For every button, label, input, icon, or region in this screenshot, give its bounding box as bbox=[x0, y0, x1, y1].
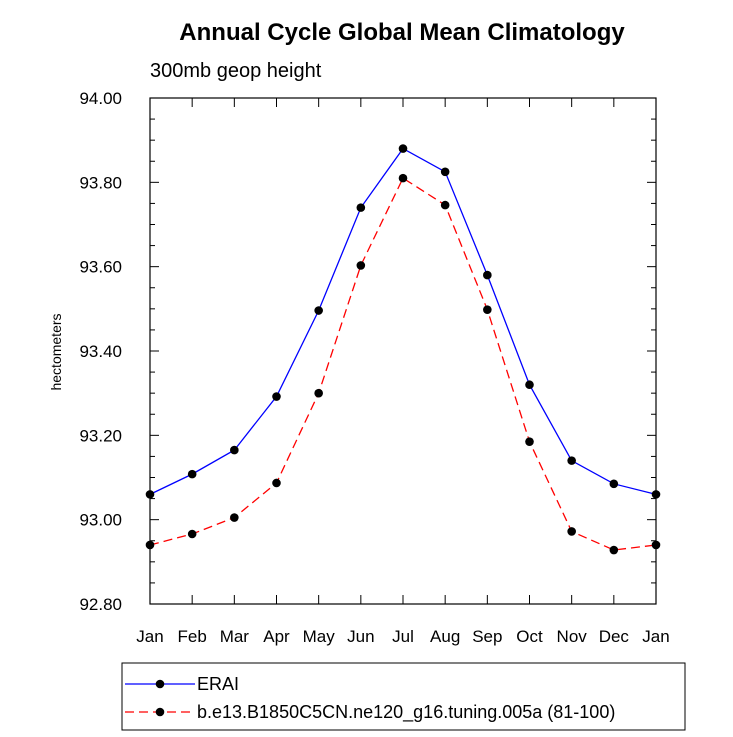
y-tick-label: 93.80 bbox=[79, 173, 122, 192]
y-tick-label: 93.00 bbox=[79, 511, 122, 530]
data-point bbox=[314, 306, 323, 315]
data-point bbox=[483, 270, 492, 280]
legend-label: b.e13.B1850C5CN.ne120_g16.tuning.005a (8… bbox=[197, 702, 615, 723]
x-tick-label: Jul bbox=[392, 627, 414, 646]
data-point bbox=[356, 261, 366, 270]
data-point bbox=[272, 478, 281, 488]
x-tick-label: Sep bbox=[472, 627, 502, 646]
data-point bbox=[609, 479, 619, 489]
axes: 92.80 93.00 93.20 93.40 93.60 93.80 94.00 Jan Fe… bbox=[79, 89, 669, 646]
data-point bbox=[398, 144, 408, 153]
data-point bbox=[525, 437, 534, 446]
data-point bbox=[567, 527, 576, 536]
chart-subtitle: 300mb geop height bbox=[150, 60, 322, 82]
data-point bbox=[440, 200, 450, 210]
data-point bbox=[356, 203, 366, 212]
x-tick-label: Oct bbox=[516, 627, 543, 646]
data-point bbox=[398, 173, 408, 183]
legend-box bbox=[121, 662, 686, 731]
data-point bbox=[314, 388, 323, 398]
data-point bbox=[187, 469, 197, 479]
x-tick-label: May bbox=[303, 627, 336, 646]
y-tick-label: 94.00 bbox=[79, 89, 122, 108]
x-tick-label: Jun bbox=[347, 627, 374, 646]
x-tick-label: Jan bbox=[642, 627, 669, 646]
x-tick-label: Feb bbox=[178, 627, 207, 646]
data-point bbox=[440, 167, 450, 177]
data-point bbox=[525, 380, 534, 390]
y-tick-label: 93.40 bbox=[79, 342, 122, 361]
legend: ERAI b.e13.B1850C5CN.ne120_g16.tuning.005… bbox=[121, 662, 686, 731]
x-tick-label: Dec bbox=[599, 627, 630, 646]
data-point bbox=[187, 529, 197, 539]
legend-label: ERAI bbox=[197, 674, 239, 694]
data-point bbox=[651, 490, 661, 499]
data-point bbox=[145, 490, 155, 499]
y-tick-label: 93.60 bbox=[79, 258, 122, 277]
series-line-1 bbox=[149, 147, 657, 495]
y-tick-label: 92.80 bbox=[79, 595, 122, 614]
series-line-2 bbox=[149, 177, 657, 551]
x-tick-label: Aug bbox=[430, 627, 460, 646]
legend-swatch-marker bbox=[155, 679, 165, 689]
chart-title: Annual Cycle Global Mean Climatology bbox=[179, 19, 625, 46]
data-point bbox=[230, 445, 239, 455]
data-point bbox=[230, 513, 239, 522]
x-tick-label: Jan bbox=[136, 627, 163, 646]
data-point bbox=[651, 540, 661, 550]
data-point bbox=[272, 392, 281, 401]
x-tick-label: Apr bbox=[263, 627, 290, 646]
data-point bbox=[483, 305, 492, 314]
x-tick-label: Nov bbox=[557, 627, 588, 646]
data-point bbox=[609, 545, 619, 555]
y-axis-label: hectometers bbox=[48, 313, 64, 390]
data-point bbox=[567, 456, 576, 465]
x-tick-label: Mar bbox=[220, 627, 250, 646]
series-layer bbox=[145, 144, 661, 555]
legend-swatch-marker bbox=[155, 707, 165, 717]
data-point bbox=[145, 540, 155, 550]
y-tick-label: 93.20 bbox=[79, 426, 122, 445]
